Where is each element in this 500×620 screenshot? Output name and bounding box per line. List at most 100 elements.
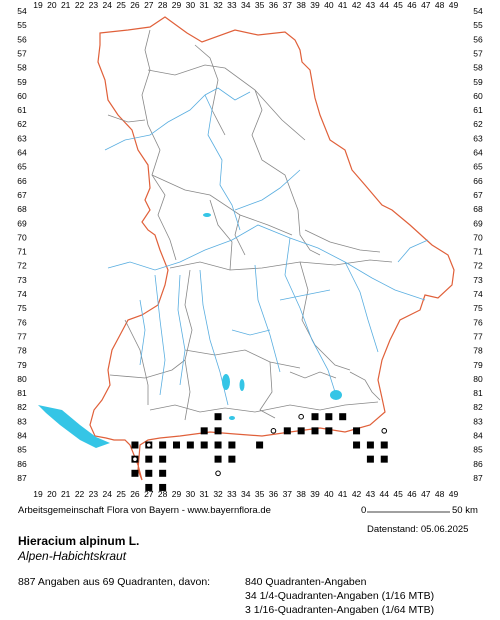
column-label-bottom: 43 <box>366 489 376 499</box>
row-label-right: 77 <box>473 331 483 341</box>
column-label-top: 38 <box>296 0 306 10</box>
column-label-top: 43 <box>366 0 376 10</box>
row-label-left: 60 <box>17 91 27 101</box>
row-label-right: 75 <box>473 303 483 313</box>
column-label-bottom: 44 <box>380 489 390 499</box>
row-label-right: 62 <box>473 119 483 129</box>
column-label-top: 48 <box>435 0 445 10</box>
row-label-left: 85 <box>17 445 27 455</box>
row-label-left: 76 <box>17 317 27 327</box>
column-label-bottom: 46 <box>407 489 417 499</box>
row-label-right: 66 <box>473 176 483 186</box>
column-label-top: 29 <box>172 0 182 10</box>
row-label-right: 65 <box>473 162 483 172</box>
row-label-right: 58 <box>473 63 483 73</box>
row-label-left: 59 <box>17 77 27 87</box>
row-label-right: 73 <box>473 275 483 285</box>
column-label-bottom: 38 <box>296 489 306 499</box>
occurrence-square <box>325 413 333 421</box>
row-label-left: 86 <box>17 459 27 469</box>
column-label-top: 24 <box>103 0 113 10</box>
row-label-left: 57 <box>17 48 27 58</box>
column-label-top: 46 <box>407 0 417 10</box>
row-label-left: 81 <box>17 388 27 398</box>
occurrence-square <box>256 441 264 449</box>
row-label-right: 87 <box>473 473 483 483</box>
column-label-bottom: 49 <box>449 489 459 499</box>
row-label-left: 74 <box>17 289 27 299</box>
occurrence-square <box>339 413 347 421</box>
scale-end-label: 50 km <box>452 505 478 516</box>
occurrence-square <box>214 427 222 435</box>
occurrence-square <box>145 455 153 463</box>
column-label-bottom: 32 <box>213 489 223 499</box>
column-label-top: 28 <box>158 0 168 10</box>
column-label-top: 44 <box>380 0 390 10</box>
row-label-right: 55 <box>473 20 483 30</box>
occurrence-square <box>200 441 208 449</box>
row-label-right: 71 <box>473 247 483 257</box>
occurrence-square <box>131 441 139 449</box>
column-label-top: 25 <box>116 0 126 10</box>
occurrence-square <box>145 469 153 477</box>
column-label-top: 36 <box>269 0 279 10</box>
occurrence-square <box>159 469 167 477</box>
row-label-left: 70 <box>17 232 27 242</box>
occurrence-circle <box>298 413 304 420</box>
row-label-left: 58 <box>17 63 27 73</box>
occurrence-square <box>159 455 167 463</box>
column-label-bottom: 26 <box>130 489 140 499</box>
occurrence-squares <box>131 413 388 491</box>
row-label-left: 72 <box>17 261 27 271</box>
column-label-bottom: 24 <box>103 489 113 499</box>
row-label-left: 80 <box>17 374 27 384</box>
row-label-left: 55 <box>17 20 27 30</box>
occurrence-square <box>353 427 361 435</box>
occurrence-circle <box>270 428 277 434</box>
row-label-left: 61 <box>17 105 27 115</box>
occurrence-square <box>366 441 374 449</box>
column-label-bottom: 41 <box>338 489 348 499</box>
column-label-bottom: 36 <box>269 489 279 499</box>
row-label-right: 80 <box>473 374 483 384</box>
row-label-left: 75 <box>17 303 27 313</box>
row-label-left: 78 <box>17 346 27 356</box>
column-label-top: 21 <box>61 0 71 10</box>
occurrence-square <box>186 441 194 449</box>
column-label-bottom: 48 <box>435 489 445 499</box>
column-label-bottom: 19 <box>33 489 43 499</box>
occurrence-square <box>366 455 374 463</box>
datestamp: Datenstand: 05.06.2025 <box>367 524 469 535</box>
row-label-right: 59 <box>473 77 483 87</box>
column-label-bottom: 45 <box>393 489 403 499</box>
row-label-left: 64 <box>17 148 27 158</box>
row-label-right: 69 <box>473 218 483 228</box>
occurrence-square <box>353 441 361 449</box>
occurrence-square <box>283 427 291 435</box>
species-german-name: Alpen-Habichtskraut <box>18 549 127 563</box>
row-label-right: 83 <box>473 416 483 426</box>
stats-sixteenth: 3 1/16-Quadranten-Angaben (1/64 MTB) <box>245 604 435 616</box>
column-label-top: 34 <box>241 0 251 10</box>
occurrence-square <box>173 441 180 449</box>
row-label-right: 68 <box>473 204 483 214</box>
row-label-right: 70 <box>473 232 483 242</box>
row-label-right: 74 <box>473 289 483 299</box>
column-label-top: 45 <box>393 0 403 10</box>
row-label-right: 64 <box>473 148 483 158</box>
column-label-top: 47 <box>421 0 431 10</box>
row-label-right: 60 <box>473 91 483 101</box>
column-label-bottom: 39 <box>310 489 320 499</box>
row-label-left: 68 <box>17 204 27 214</box>
row-label-left: 62 <box>17 119 27 129</box>
occurrence-circle <box>381 428 388 434</box>
row-label-left: 77 <box>17 331 27 341</box>
occurrence-circles <box>132 413 388 477</box>
occurrence-square <box>228 455 236 463</box>
occurrence-square <box>311 427 319 435</box>
row-label-left: 63 <box>17 133 27 143</box>
column-label-top: 35 <box>255 0 265 10</box>
stats-summary: 887 Angaben aus 69 Quadranten, davon: <box>18 576 211 588</box>
occurrence-square <box>214 413 222 421</box>
column-label-top: 19 <box>33 0 43 10</box>
